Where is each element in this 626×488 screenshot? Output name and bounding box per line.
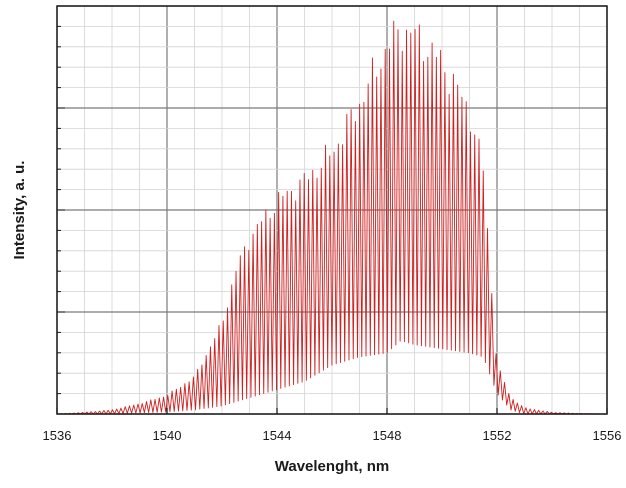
ticks: 1536 1540 1544 1548 1552 1556 <box>43 5 622 443</box>
spectrum-series-line-0 <box>57 20 607 415</box>
x-tick-label: 1556 <box>593 428 622 443</box>
x-tick-label: 1540 <box>153 428 182 443</box>
x-tick-label: 1544 <box>263 428 292 443</box>
x-tick-label: 1536 <box>43 428 72 443</box>
x-axis-label: Wavelenght, nm <box>275 458 389 475</box>
series-layer <box>57 20 607 415</box>
y-axis-label: Intensity, a. u. <box>11 161 28 260</box>
x-tick-label: 1548 <box>373 428 402 443</box>
x-tick-label: 1552 <box>483 428 512 443</box>
